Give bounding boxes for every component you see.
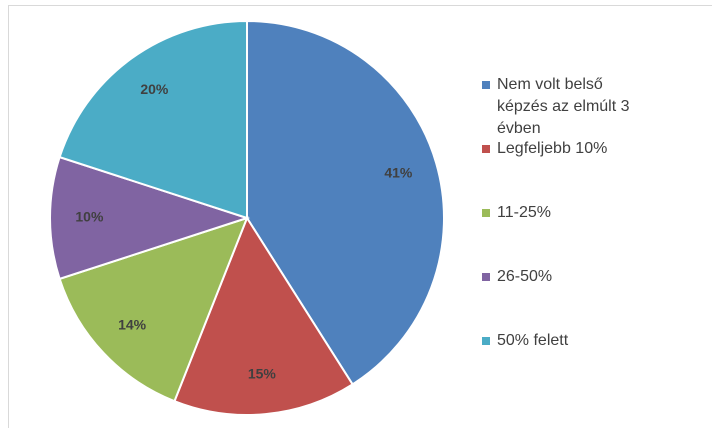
data-label: 20%: [140, 81, 169, 97]
pie-slice: [49, 155, 251, 281]
data-label: 14%: [118, 317, 147, 333]
legend-swatch: [482, 209, 490, 217]
legend-label: 11-25%: [497, 204, 551, 221]
legend-item: 26-50%: [482, 266, 657, 330]
legend-item: 50% felett: [482, 330, 657, 394]
data-label: 41%: [384, 165, 413, 181]
pie-slice: [173, 215, 354, 416]
legend-swatch: [482, 337, 490, 345]
legend-item: 11-25%: [482, 202, 657, 266]
legend-item: Nem volt belső képzés az elmúlt 3 évben: [482, 74, 657, 138]
legend-label: 26-50%: [497, 268, 553, 285]
chart-border: [8, 5, 712, 428]
pie-slice: [246, 19, 445, 386]
legend: Nem volt belső képzés az elmúlt 3 évben L…: [482, 74, 682, 394]
data-label: 10%: [75, 209, 104, 225]
legend-label: Nem volt belső képzés az elmúlt 3 évben: [497, 76, 630, 137]
legend-swatch: [482, 145, 490, 153]
legend-label: 50% felett: [497, 332, 569, 349]
legend-label: Legfeljebb 10%: [497, 140, 608, 157]
data-label: 15%: [248, 366, 277, 382]
legend-swatch: [482, 81, 490, 89]
legend-item: Legfeljebb 10%: [482, 138, 657, 202]
pie-slice: [58, 19, 248, 220]
legend-swatch: [482, 273, 490, 281]
